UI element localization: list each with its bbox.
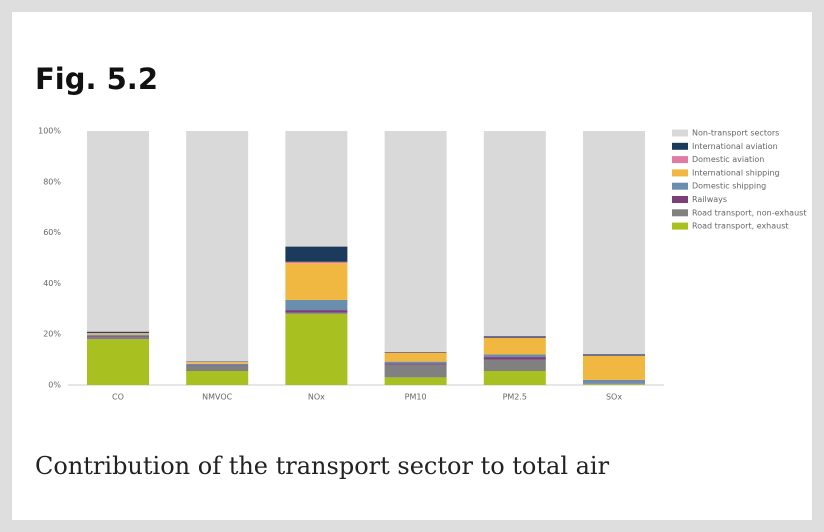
bar-segment bbox=[384, 377, 447, 385]
legend-label: International shipping bbox=[692, 168, 780, 177]
bar-segment bbox=[483, 336, 546, 338]
bar-segment bbox=[186, 363, 249, 366]
bar-segment bbox=[483, 354, 546, 358]
bar-segment bbox=[285, 261, 348, 264]
x-tick-label: PM2.5 bbox=[503, 393, 527, 402]
legend-label: Road transport, exhaust bbox=[692, 222, 789, 231]
bar-segment bbox=[87, 339, 149, 385]
bar-segment bbox=[186, 362, 249, 364]
bar-segment bbox=[285, 263, 348, 300]
legend-swatch bbox=[672, 142, 688, 150]
y-tick-label: 20% bbox=[43, 330, 61, 339]
legend-swatch bbox=[672, 129, 688, 137]
bar-segment bbox=[285, 310, 348, 313]
legend-swatch bbox=[672, 156, 688, 164]
legend-swatch bbox=[672, 196, 688, 203]
bar-segment bbox=[483, 359, 546, 372]
bar-segment bbox=[186, 131, 249, 362]
bar-segment bbox=[285, 131, 348, 247]
bar-segment bbox=[583, 379, 645, 384]
bar-segment bbox=[384, 363, 447, 365]
bar-segment bbox=[483, 357, 546, 360]
y-tick-label: 40% bbox=[43, 279, 61, 288]
bar-segment bbox=[87, 131, 149, 332]
y-tick-label: 60% bbox=[43, 228, 61, 237]
y-tick-label: 0% bbox=[48, 381, 61, 390]
bar-segment bbox=[186, 371, 249, 385]
legend-label: Railways bbox=[692, 195, 727, 204]
bar-segment bbox=[583, 354, 645, 356]
bar-segment bbox=[186, 365, 249, 372]
bar-segment bbox=[483, 338, 546, 355]
y-tick-label: 100% bbox=[38, 127, 61, 136]
bar-segment bbox=[583, 131, 645, 355]
bar-segment bbox=[583, 383, 645, 385]
legend-label: Domestic aviation bbox=[692, 155, 764, 164]
x-tick-label: NMVOC bbox=[202, 393, 233, 402]
caption: Contribution of the transport sector to … bbox=[35, 452, 610, 480]
x-tick-label: NOx bbox=[308, 393, 325, 402]
y-tick-label: 80% bbox=[43, 177, 61, 186]
legend-label: International aviation bbox=[692, 142, 778, 151]
bar-segment bbox=[285, 313, 348, 385]
bar-segment bbox=[384, 351, 447, 353]
bar-segment bbox=[87, 334, 149, 336]
chart: 0% 20% 40% 60% 80% 100% CO NMVOC NOx PM10 PM2.5 SOx… bbox=[38, 127, 806, 402]
x-tick-label: CO bbox=[112, 393, 124, 402]
bar-segment bbox=[483, 337, 546, 339]
bar-segment bbox=[384, 352, 447, 362]
legend-swatch bbox=[672, 182, 688, 190]
bar-segment bbox=[583, 355, 645, 380]
legend-label: Non-transport sectors bbox=[692, 129, 779, 138]
bar-segment bbox=[384, 364, 447, 378]
x-tick-label: PM10 bbox=[405, 393, 427, 402]
heading: Fig. 5.2 bbox=[35, 62, 158, 96]
x-tick-label: SOx bbox=[606, 393, 622, 402]
legend-swatch bbox=[672, 169, 688, 177]
legend-label: Road transport, non-exhaust bbox=[692, 208, 806, 217]
legend-swatch bbox=[672, 209, 688, 217]
bar-segment bbox=[483, 371, 546, 385]
bar-segment bbox=[87, 333, 149, 335]
bar-segment bbox=[87, 335, 149, 337]
bar-segment bbox=[87, 332, 149, 334]
bar-segment bbox=[384, 361, 447, 364]
legend-swatch bbox=[672, 222, 688, 230]
bar-segment bbox=[285, 246, 348, 262]
bar-segment bbox=[186, 361, 249, 362]
bar-segment bbox=[186, 365, 249, 366]
bar-segment bbox=[285, 299, 348, 311]
legend-label: Domestic shipping bbox=[692, 182, 766, 191]
bar-segment bbox=[483, 131, 546, 337]
bar-segment bbox=[87, 331, 149, 333]
bar-segment bbox=[583, 383, 645, 384]
bar-segment bbox=[384, 131, 447, 352]
bar-segment bbox=[87, 336, 149, 340]
bar-segment bbox=[285, 312, 348, 314]
bar-segment bbox=[583, 384, 645, 385]
